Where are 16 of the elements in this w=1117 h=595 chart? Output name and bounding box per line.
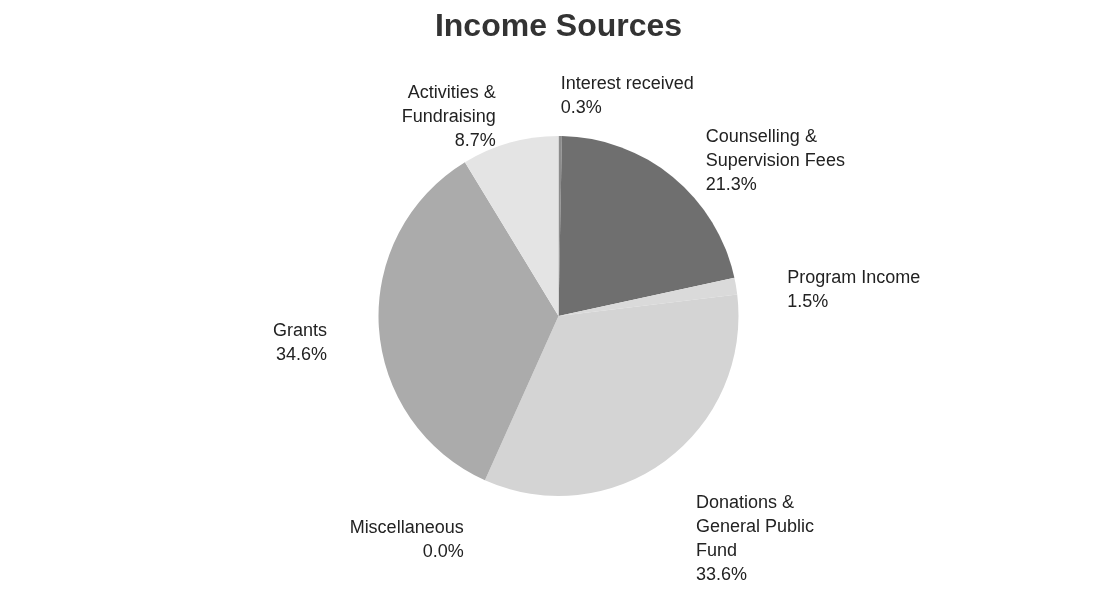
text: 0.0% <box>422 540 464 561</box>
data-label: 34.6% <box>275 343 327 364</box>
chart-title: Income Sources <box>434 7 683 43</box>
data-label: 0.3% <box>560 97 602 118</box>
data-label: 8.7% <box>454 129 496 150</box>
data-label: 21.3% <box>705 173 757 194</box>
pie-slice <box>378 162 559 481</box>
slice-label: Counselling & Supervision Fees <box>705 125 845 170</box>
slice-label: Grants <box>272 319 327 340</box>
data-label: 1.5% <box>787 290 829 311</box>
slice-label: Donations & General Public Fund <box>696 491 815 560</box>
slice-label: Activities & Fundraising <box>401 81 496 126</box>
data-label: 33.6% <box>696 563 748 584</box>
slice-label: Interest received <box>560 73 694 94</box>
slice-label: Program Income <box>787 266 921 287</box>
category-label: Miscellaneous <box>349 516 464 537</box>
